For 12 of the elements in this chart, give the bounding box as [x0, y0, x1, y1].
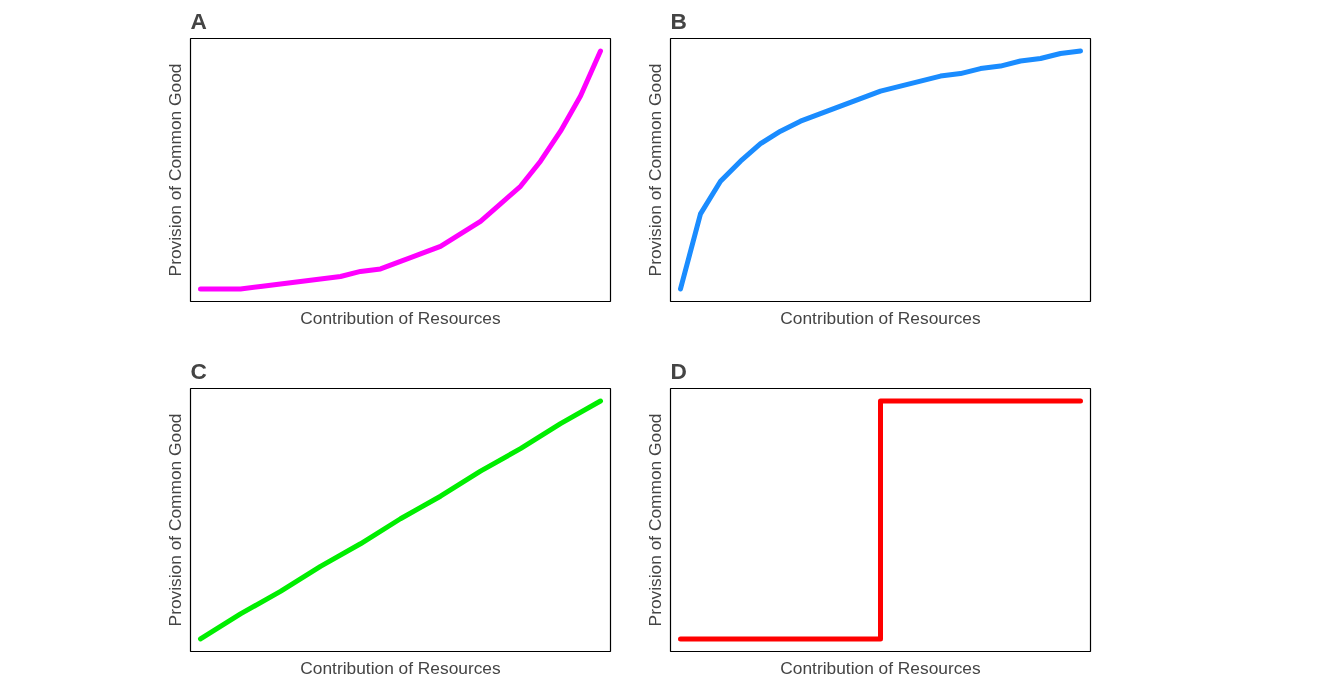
chart-title: D — [670, 357, 687, 384]
y-axis-title: Provision of Common Good — [164, 413, 185, 627]
chart-title: A — [190, 7, 207, 34]
chart-title: B — [670, 7, 687, 34]
y-axis-title: Provision of Common Good — [644, 413, 665, 627]
y-axis-title: Provision of Common Good — [164, 63, 185, 277]
x-axis-title: Contribution of Resources — [300, 657, 502, 678]
x-axis-title: Contribution of Resources — [300, 307, 502, 328]
y-axis-title: Provision of Common Good — [644, 63, 665, 277]
chart-title: C — [190, 357, 207, 384]
x-axis-title: Contribution of Resources — [780, 307, 982, 328]
x-axis-title: Contribution of Resources — [780, 657, 982, 678]
